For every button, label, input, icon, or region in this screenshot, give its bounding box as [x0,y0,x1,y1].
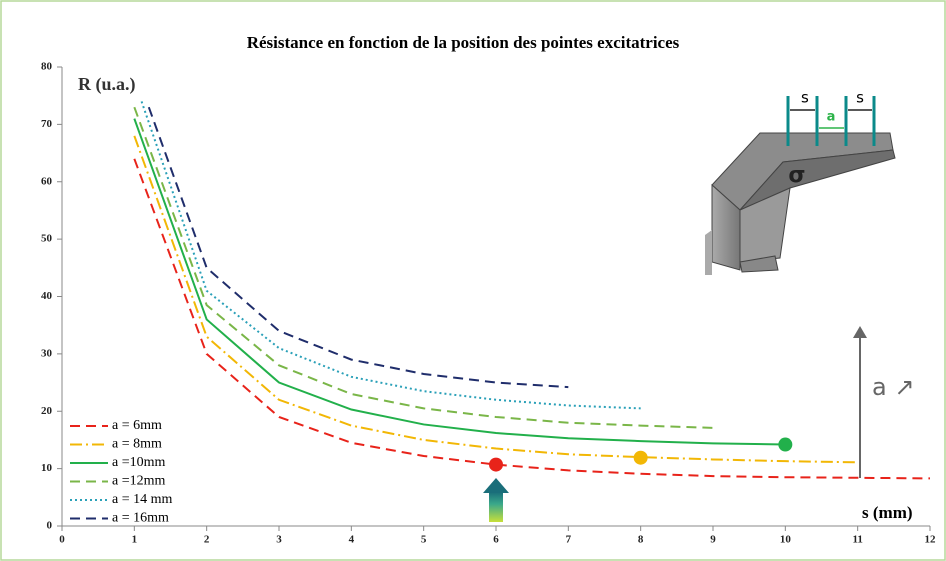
x-tick-label: 2 [204,534,210,546]
x-tick-label: 11 [852,534,862,546]
y-tick-label: 10 [41,462,53,474]
x-tick-label: 0 [59,534,65,546]
series-line [147,106,569,389]
x-tick-label: 3 [276,534,282,546]
x-tick-label: 6 [493,534,499,546]
series-line [133,135,858,464]
x-tick-label: 8 [638,534,644,546]
legend-label: a =12mm [112,474,165,489]
y-tick-label: 60 [41,175,53,187]
x-tick-label: 12 [925,534,937,546]
chart-title: Résistance en fonction de la position de… [247,33,680,52]
series-line [133,106,714,429]
x-tick-label: 7 [566,534,572,546]
series-line [133,158,931,480]
legend-label: a =10mm [112,455,165,470]
diagram: s a s σ [705,89,896,275]
x-tick-label: 4 [349,534,355,546]
pointer-arrow [483,478,509,522]
y-tick-label: 70 [41,118,53,130]
diagram-label: s [801,89,809,107]
y-tick-label: 0 [47,520,53,532]
x-tick-label: 1 [132,534,138,546]
x-tick-label: 5 [421,534,427,546]
diagram-label: a [827,110,836,125]
y-tick-label: 50 [41,233,53,245]
legend-label: a = 6mm [112,418,162,433]
diagram-label: s [856,89,864,107]
y-axis-label: R (u.a.) [78,74,136,95]
highlight-point [489,457,503,472]
x-tick-label: 9 [710,534,716,546]
highlight-point [633,450,648,465]
series-line [133,118,786,446]
series-line [140,101,641,410]
y-tick-label: 20 [41,405,53,417]
diagram-label: σ [788,163,805,188]
legend-label: a = 16mm [112,511,169,526]
x-tick-label: 10 [780,534,792,546]
highlight-point [778,437,793,452]
y-tick-label: 80 [41,61,53,73]
y-tick-label: 30 [41,347,53,359]
annotation: a ↗ [872,373,914,401]
growth-arrow [853,326,867,478]
legend-label: a = 14 mm [112,492,172,507]
x-axis-label: s (mm) [862,503,913,522]
y-tick-label: 40 [41,290,53,302]
legend-label: a = 8mm [112,437,162,452]
